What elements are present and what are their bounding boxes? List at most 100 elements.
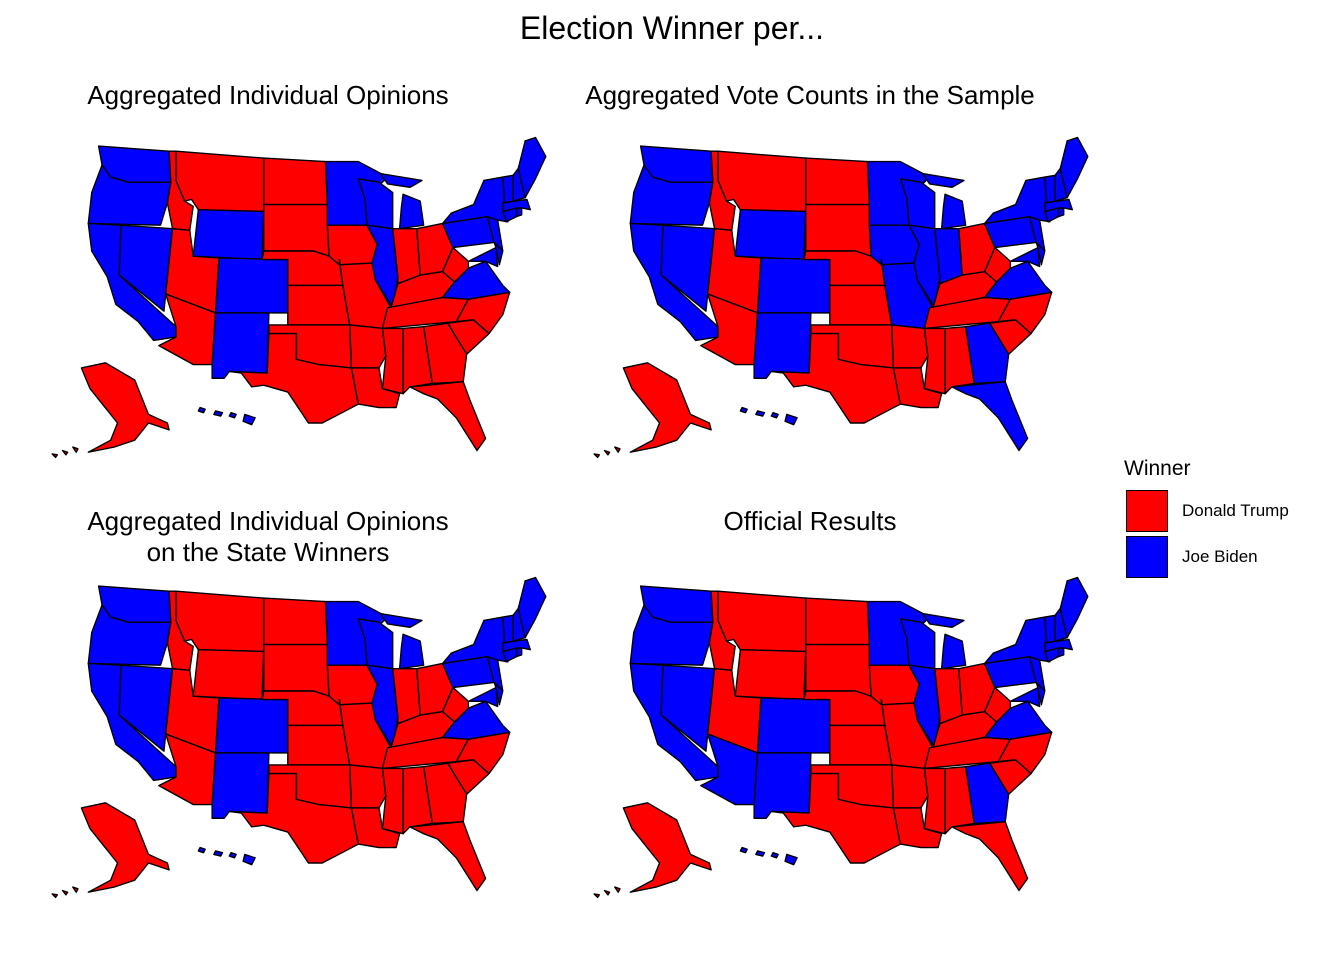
- state-hi: [784, 413, 798, 426]
- state-vt: [1044, 174, 1056, 204]
- state-ms: [923, 327, 946, 395]
- state-ga: [964, 762, 1010, 825]
- state-wv: [983, 246, 1012, 283]
- state-mi: [379, 612, 425, 670]
- state-co: [214, 257, 289, 314]
- state-sd: [263, 203, 330, 257]
- state-ks: [829, 724, 893, 766]
- legend-label: Joe Biden: [1182, 547, 1258, 566]
- island: [51, 453, 59, 459]
- state-wy: [734, 649, 807, 701]
- island: [61, 449, 69, 456]
- state-ri: [515, 647, 523, 658]
- state-tx: [228, 772, 360, 864]
- island: [61, 889, 69, 896]
- state-ga: [964, 322, 1010, 385]
- island: [593, 453, 601, 459]
- state-vt: [502, 614, 514, 644]
- panel-title: Official Results: [723, 506, 897, 536]
- state-sd: [805, 643, 872, 697]
- map-panel-official-results: Official Results: [570, 506, 1090, 936]
- state-me: [1059, 136, 1089, 199]
- island: [603, 449, 611, 456]
- state-me: [517, 136, 547, 199]
- island: [739, 846, 748, 854]
- state-ms: [923, 767, 946, 835]
- state-ak: [622, 362, 712, 453]
- state-mt: [717, 590, 807, 653]
- us-map: [593, 136, 1089, 459]
- state-sd: [263, 643, 330, 697]
- state-me: [517, 576, 547, 639]
- island: [755, 850, 766, 857]
- state-nd: [263, 597, 329, 646]
- state-ri: [1057, 207, 1065, 218]
- state-ga: [422, 762, 468, 825]
- island: [213, 850, 224, 857]
- panel-title: Aggregated Individual Opinions on the St…: [87, 506, 449, 567]
- state-ny: [983, 176, 1051, 225]
- figure-title: Election Winner per...: [519, 10, 825, 46]
- state-ms: [381, 767, 404, 835]
- state-ny: [441, 616, 509, 665]
- state-nv: [660, 224, 716, 312]
- state-nm: [211, 752, 270, 819]
- island: [739, 406, 748, 414]
- island: [228, 411, 237, 419]
- state-ny: [983, 616, 1051, 665]
- state-wy: [734, 209, 807, 261]
- state-tx: [228, 332, 360, 424]
- state-fl: [409, 381, 487, 452]
- state-wv: [441, 686, 470, 723]
- state-fl: [951, 381, 1029, 452]
- state-la: [350, 367, 401, 409]
- state-fl: [409, 821, 487, 892]
- state-me: [1059, 576, 1089, 639]
- state-mi: [921, 612, 967, 670]
- legend: Winner Donald Trump Joe Biden: [1124, 456, 1334, 578]
- island: [593, 893, 601, 899]
- state-wv: [983, 686, 1012, 723]
- state-ms: [381, 327, 404, 395]
- island: [72, 446, 79, 453]
- state-ar: [891, 764, 929, 809]
- state-mt: [175, 590, 265, 653]
- state-md: [1009, 686, 1041, 708]
- state-co: [214, 697, 289, 754]
- island: [228, 851, 237, 859]
- state-ak: [622, 802, 712, 893]
- us-map: [593, 576, 1089, 899]
- legend-title: Winner: [1124, 457, 1191, 480]
- state-nd: [263, 157, 329, 206]
- state-vt: [502, 174, 514, 204]
- state-co: [756, 257, 831, 314]
- state-ar: [349, 764, 387, 809]
- state-nv: [118, 224, 174, 312]
- state-ri: [1057, 647, 1065, 658]
- island: [603, 889, 611, 896]
- map-panel-opinions-on-state-winners: Aggregated Individual Opinions on the St…: [28, 506, 548, 936]
- legend-swatch-trump: [1126, 490, 1168, 532]
- state-la: [892, 807, 943, 849]
- island: [51, 893, 59, 899]
- state-ks: [287, 284, 351, 326]
- state-wy: [192, 209, 265, 261]
- state-md: [1009, 246, 1041, 268]
- state-wv: [441, 246, 470, 283]
- state-sd: [805, 203, 872, 257]
- state-mi: [379, 172, 425, 230]
- legend-label: Donald Trump: [1182, 501, 1289, 520]
- state-nm: [211, 312, 270, 379]
- state-la: [350, 807, 401, 849]
- panel-title: Aggregated Individual Opinions: [87, 80, 449, 110]
- state-wy: [192, 649, 265, 701]
- map-panel-aggregated-vote-counts: Aggregated Vote Counts in the Sample: [570, 80, 1090, 510]
- state-hi: [784, 853, 798, 866]
- state-nm: [753, 312, 812, 379]
- state-tx: [770, 772, 902, 864]
- state-md: [467, 246, 499, 268]
- state-nv: [660, 664, 716, 752]
- map-panel-aggregated-opinions: Aggregated Individual Opinions: [28, 80, 548, 510]
- state-mt: [175, 150, 265, 213]
- us-map: [51, 576, 547, 899]
